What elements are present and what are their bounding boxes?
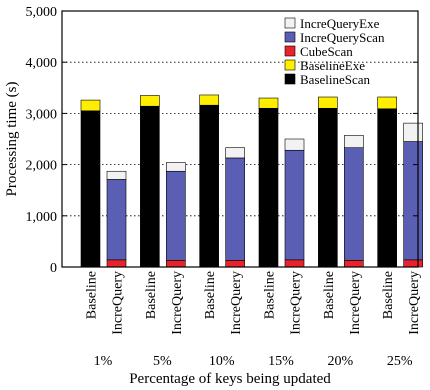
bar-segment-increqueryscan: [284, 149, 305, 261]
bar-segment-baselineexe: [199, 94, 219, 106]
bar-label: Baseline: [203, 271, 218, 319]
group-label: 15%: [268, 354, 294, 369]
bar-label: IncreQuery: [229, 271, 244, 335]
legend-swatch-cubescan: [284, 45, 296, 57]
bar-label: IncreQuery: [111, 271, 126, 335]
bar-segment-cubescan: [403, 259, 423, 268]
bar-segment-cubescan: [284, 259, 305, 268]
bar-segment-increqueryscan: [225, 157, 245, 261]
legend-label: BaselineExe: [300, 58, 365, 73]
x-axis-label: Percentage of keys being updated: [129, 371, 331, 387]
bar-label: IncreQuery: [289, 271, 304, 335]
group-label: 10%: [209, 354, 235, 369]
bar-segment-baselineexe: [80, 99, 101, 112]
bar-label: IncreQuery: [407, 271, 422, 335]
y-tick-label: 0: [50, 261, 57, 276]
group-label: 25%: [387, 354, 413, 369]
bar-segment-baselinescan: [80, 110, 101, 268]
bar-segment-baselineexe: [140, 95, 160, 107]
bar-segment-baselinescan: [140, 105, 160, 268]
bar-segment-increqueryscan: [166, 170, 186, 261]
bar-segment-cubescan: [106, 259, 127, 268]
legend-swatch-increqueryexe: [284, 17, 296, 29]
bar-label: Baseline: [144, 271, 159, 319]
group-label: 5%: [153, 354, 172, 369]
bar-segment-increqueryexe: [166, 162, 186, 172]
bar-segment-increqueryexe: [344, 135, 364, 149]
bar-segment-baselineexe: [318, 96, 338, 109]
y-tick-label: 2,000: [26, 159, 58, 174]
bar-segment-increqueryexe: [284, 138, 305, 151]
bar-segment-increqueryscan: [344, 147, 364, 261]
bar-segment-baselinescan: [377, 108, 397, 268]
group-label: 1%: [94, 354, 113, 369]
plot-frame: [61, 10, 419, 268]
bar-label: Baseline: [322, 271, 337, 319]
bar-segment-baselineexe: [377, 96, 397, 110]
y-tick-label: 4,000: [26, 56, 58, 71]
legend-label: BaselineScan: [300, 72, 371, 87]
legend: IncreQueryExeIncreQueryScanCubeScanBasel…: [284, 16, 385, 87]
bar-label: IncreQuery: [348, 271, 363, 335]
bar-segment-cubescan: [166, 260, 186, 268]
bar-label: Baseline: [85, 271, 100, 319]
bar-segment-baselinescan: [258, 107, 279, 268]
bar-label: Baseline: [381, 271, 396, 319]
bar-segment-cubescan: [344, 260, 364, 268]
bar-segment-baselinescan: [318, 107, 338, 268]
bar-segment-increqueryexe: [225, 147, 245, 159]
bar-label: IncreQuery: [170, 271, 185, 335]
bar-segment-cubescan: [225, 260, 245, 268]
y-tick-label: 1,000: [26, 210, 58, 225]
legend-label: IncreQueryExe: [300, 16, 380, 31]
bar-segment-increqueryscan: [106, 179, 127, 261]
legend-swatch-baselineexe: [284, 59, 296, 71]
y-axis-ticks: 0 1,000 2,000 3,000 4,000 5,000: [26, 5, 418, 276]
legend-label: IncreQueryScan: [300, 30, 385, 45]
legend-swatch-increqueryscan: [284, 31, 296, 43]
bar-label: Baseline: [263, 271, 278, 319]
group-label: 20%: [327, 354, 353, 369]
bar-segment-increqueryscan: [403, 141, 423, 261]
y-axis-label: Processing time (s): [4, 82, 20, 197]
x-axis-labels: Baseline IncreQuery Baseline IncreQuery Base…: [85, 271, 423, 369]
bar-segment-increqueryexe: [106, 170, 127, 180]
y-tick-label: 3,000: [26, 107, 58, 122]
bar-segment-baselineexe: [258, 97, 279, 109]
legend-label: CubeScan: [300, 44, 353, 59]
y-tick-label: 5,000: [26, 5, 58, 20]
bar-segment-baselinescan: [199, 104, 219, 268]
bars: [80, 94, 423, 268]
bar-segment-increqueryexe: [403, 122, 423, 142]
legend-swatch-baselinescan: [284, 73, 296, 85]
